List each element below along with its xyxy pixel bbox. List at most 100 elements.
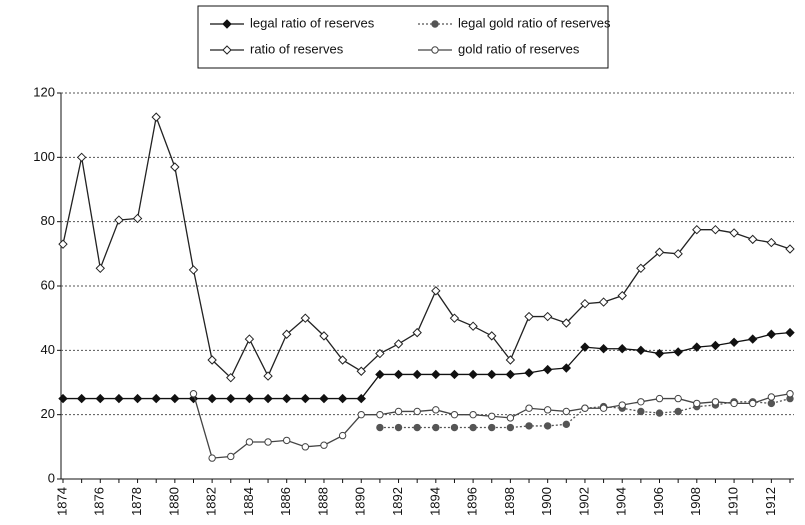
marker	[711, 398, 720, 406]
marker	[748, 334, 758, 344]
legend-label: legal ratio of reserves	[250, 15, 375, 30]
x-tick-label: 1888	[315, 487, 330, 516]
marker	[524, 368, 534, 378]
marker	[617, 344, 627, 354]
marker	[357, 410, 365, 419]
marker	[580, 298, 590, 309]
marker	[282, 436, 291, 445]
marker	[766, 237, 777, 248]
x-tick-label: 1898	[502, 487, 517, 516]
marker	[692, 225, 702, 235]
marker	[244, 334, 255, 344]
marker	[431, 369, 441, 380]
y-tick-label: 60	[41, 277, 55, 292]
marker	[636, 345, 646, 356]
marker	[170, 162, 180, 172]
marker	[729, 228, 739, 238]
marker	[431, 286, 441, 296]
marker	[785, 327, 795, 338]
marker	[319, 393, 329, 404]
marker	[580, 342, 590, 352]
marker	[637, 398, 645, 406]
marker	[487, 331, 497, 341]
x-tick-label: 1894	[427, 487, 442, 516]
y-tick-label: 20	[41, 406, 55, 421]
marker	[655, 409, 664, 417]
legend-label: ratio of reserves	[250, 41, 344, 56]
marker	[767, 393, 776, 401]
marker	[393, 339, 404, 349]
marker	[469, 423, 477, 432]
marker	[785, 244, 795, 254]
marker	[766, 329, 777, 339]
legend-marker	[431, 46, 439, 54]
marker	[488, 412, 496, 420]
marker	[505, 369, 516, 380]
x-tick-label: 1882	[204, 487, 219, 516]
marker	[618, 401, 626, 409]
x-tick-label: 1878	[129, 487, 144, 516]
marker	[543, 422, 552, 430]
marker	[673, 347, 683, 357]
marker	[469, 410, 477, 419]
marker	[226, 372, 236, 383]
marker	[562, 420, 571, 429]
marker	[301, 443, 310, 451]
marker	[263, 371, 273, 381]
marker	[654, 247, 665, 257]
marker	[226, 393, 236, 404]
marker	[376, 410, 384, 419]
marker	[76, 152, 87, 163]
legend-box	[197, 5, 609, 69]
marker	[598, 297, 609, 307]
marker	[542, 311, 553, 322]
marker	[693, 399, 701, 408]
y-tick-label: 40	[41, 342, 55, 357]
marker	[729, 337, 739, 347]
marker	[356, 366, 366, 376]
marker	[786, 390, 794, 398]
marker	[449, 369, 460, 380]
marker	[617, 290, 627, 301]
marker	[114, 215, 124, 225]
marker	[376, 423, 384, 432]
marker	[543, 406, 552, 414]
marker	[244, 393, 255, 404]
marker	[561, 318, 572, 328]
marker	[767, 399, 776, 408]
marker	[748, 234, 758, 245]
marker	[673, 249, 683, 259]
marker	[76, 393, 87, 404]
marker	[320, 441, 328, 449]
legend-marker	[431, 20, 439, 28]
marker	[132, 213, 143, 224]
x-tick-label: 1886	[278, 487, 293, 516]
marker	[337, 355, 348, 365]
marker	[356, 393, 366, 404]
marker	[432, 406, 440, 414]
legend-marker	[222, 45, 232, 55]
x-tick-label: 1910	[726, 487, 741, 516]
marker	[412, 327, 422, 338]
x-tick-label: 1908	[688, 487, 703, 516]
marker	[95, 393, 105, 404]
marker	[581, 404, 589, 412]
x-tick-label: 1874	[54, 487, 69, 516]
marker	[598, 344, 609, 354]
marker	[281, 329, 292, 339]
x-tick-label: 1902	[576, 487, 591, 516]
marker	[525, 404, 533, 412]
marker	[561, 363, 572, 373]
marker	[300, 313, 311, 323]
legend-label: gold ratio of reserves	[458, 41, 580, 56]
marker	[655, 394, 664, 403]
x-tick-label: 1876	[92, 487, 107, 516]
marker	[674, 394, 682, 403]
series-line	[63, 331, 791, 400]
y-tick-label: 80	[41, 213, 55, 228]
marker	[114, 393, 124, 404]
marker	[654, 348, 665, 359]
y-tick-label: 120	[33, 84, 55, 99]
marker	[562, 407, 571, 416]
